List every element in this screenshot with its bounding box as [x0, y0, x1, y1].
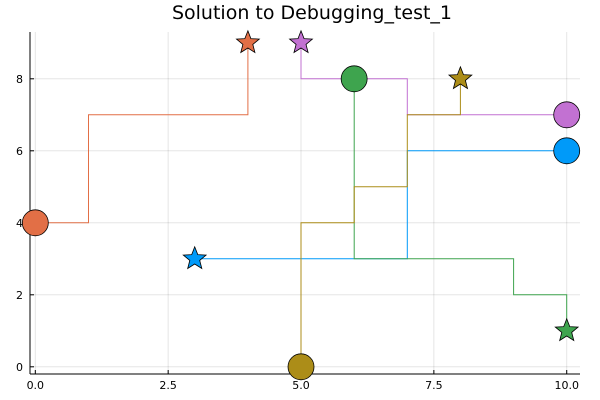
- series-5-path: [300, 78, 461, 367]
- series-1-path: [194, 150, 567, 260]
- chart-title: Solution to Debugging_test_1: [172, 2, 452, 24]
- series-2-path: [35, 42, 249, 224]
- series-3-path: [353, 78, 568, 331]
- series-4-start-marker: [553, 101, 581, 129]
- x-tick-label: 7.5: [425, 379, 443, 392]
- series-3-start-marker: [340, 65, 368, 93]
- y-tick-label: 0: [16, 361, 23, 374]
- y-tick-label: 8: [16, 73, 23, 86]
- series-4-goal-marker: [288, 29, 314, 54]
- series-5-goal-marker: [447, 65, 473, 90]
- series-layer: [35, 42, 568, 367]
- series-2-goal-marker: [235, 29, 261, 54]
- series-5-start-marker: [287, 353, 315, 381]
- grid: [30, 32, 580, 374]
- y-tick-label: 6: [16, 145, 23, 158]
- x-tick-label: 0.0: [27, 379, 45, 392]
- marker-layer: [21, 29, 581, 381]
- series-1-goal-marker: [182, 245, 208, 270]
- series-3-goal-marker: [554, 317, 580, 342]
- y-tick-label: 4: [16, 217, 23, 230]
- x-tick-label: 2.5: [159, 379, 177, 392]
- x-tick-label: 5.0: [292, 379, 310, 392]
- axes: 0.0 2.5 5.0 7.5 10.0 0 2 4 6 8: [16, 32, 580, 392]
- series-2-start-marker: [21, 209, 49, 237]
- y-tick-label: 2: [16, 289, 23, 302]
- x-tick-label: 10.0: [554, 379, 579, 392]
- series-1-start-marker: [553, 137, 581, 165]
